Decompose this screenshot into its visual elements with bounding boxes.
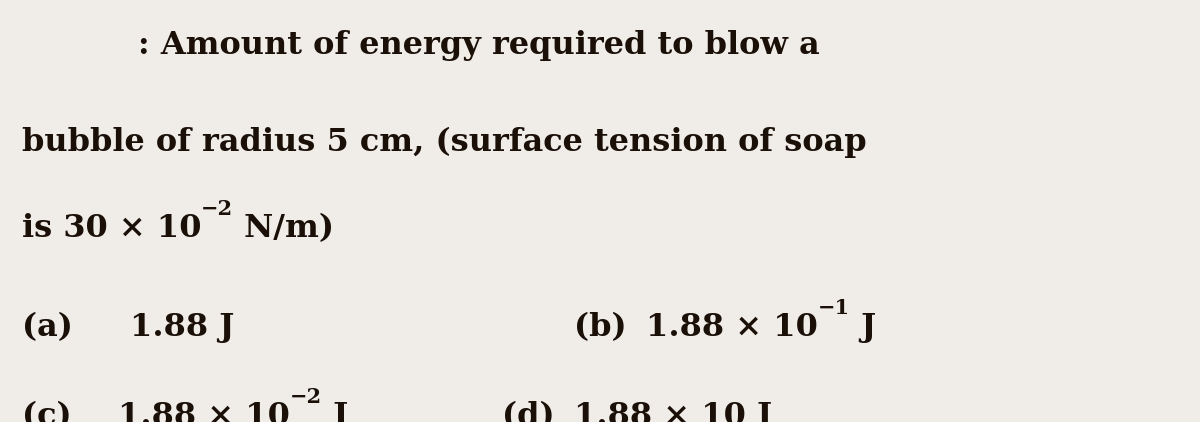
Text: 1.88 × 10: 1.88 × 10 bbox=[118, 401, 289, 422]
Text: J: J bbox=[850, 312, 876, 343]
Text: bubble of radius 5 cm, (surface tension of soap: bubble of radius 5 cm, (surface tension … bbox=[22, 127, 866, 158]
Text: (b): (b) bbox=[574, 312, 626, 343]
Text: 1.88 × 10 J: 1.88 × 10 J bbox=[574, 401, 772, 422]
Text: 1.88 J: 1.88 J bbox=[130, 312, 234, 343]
Text: (d): (d) bbox=[502, 401, 554, 422]
Text: : Amount of energy required to blow a: : Amount of energy required to blow a bbox=[138, 30, 820, 60]
Text: N/m): N/m) bbox=[233, 213, 335, 244]
Text: is 30 × 10: is 30 × 10 bbox=[22, 213, 202, 244]
Text: −1: −1 bbox=[817, 298, 850, 318]
Text: −2: −2 bbox=[289, 387, 322, 407]
Text: J: J bbox=[322, 401, 348, 422]
Text: 1.88 × 10: 1.88 × 10 bbox=[646, 312, 817, 343]
Text: −2: −2 bbox=[202, 199, 233, 219]
Text: (a): (a) bbox=[22, 312, 72, 343]
Text: (c): (c) bbox=[22, 401, 71, 422]
